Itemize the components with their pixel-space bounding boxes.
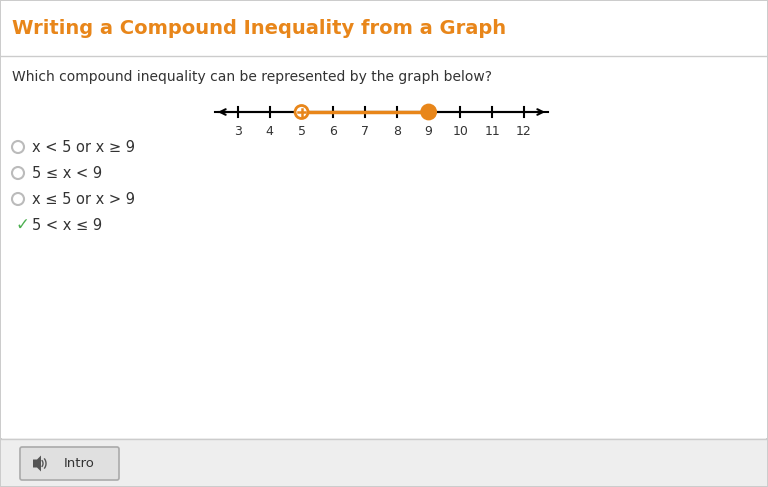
Text: 9: 9 xyxy=(425,125,432,138)
FancyBboxPatch shape xyxy=(1,56,767,438)
Text: 12: 12 xyxy=(516,125,532,138)
Text: 11: 11 xyxy=(485,125,500,138)
Text: 5 ≤ x < 9: 5 ≤ x < 9 xyxy=(32,166,102,181)
FancyBboxPatch shape xyxy=(1,439,767,486)
Text: Intro: Intro xyxy=(64,457,95,470)
Text: ✓: ✓ xyxy=(15,216,29,234)
Text: 3: 3 xyxy=(234,125,242,138)
Text: x < 5 or x ≥ 9: x < 5 or x ≥ 9 xyxy=(32,139,135,154)
Text: 4: 4 xyxy=(266,125,273,138)
Circle shape xyxy=(12,167,24,179)
Text: 6: 6 xyxy=(329,125,337,138)
Text: 10: 10 xyxy=(452,125,468,138)
Text: 5 < x ≤ 9: 5 < x ≤ 9 xyxy=(32,218,102,232)
Text: x ≤ 5 or x > 9: x ≤ 5 or x > 9 xyxy=(32,191,135,206)
Polygon shape xyxy=(33,455,41,471)
Text: Writing a Compound Inequality from a Graph: Writing a Compound Inequality from a Gra… xyxy=(12,19,506,38)
Text: Which compound inequality can be represented by the graph below?: Which compound inequality can be represe… xyxy=(12,70,492,84)
FancyBboxPatch shape xyxy=(20,447,119,480)
Circle shape xyxy=(12,141,24,153)
Text: 5: 5 xyxy=(297,125,306,138)
Text: 8: 8 xyxy=(393,125,401,138)
Text: 7: 7 xyxy=(361,125,369,138)
Circle shape xyxy=(295,106,308,118)
Circle shape xyxy=(422,105,435,119)
FancyBboxPatch shape xyxy=(1,1,767,56)
Circle shape xyxy=(12,193,24,205)
